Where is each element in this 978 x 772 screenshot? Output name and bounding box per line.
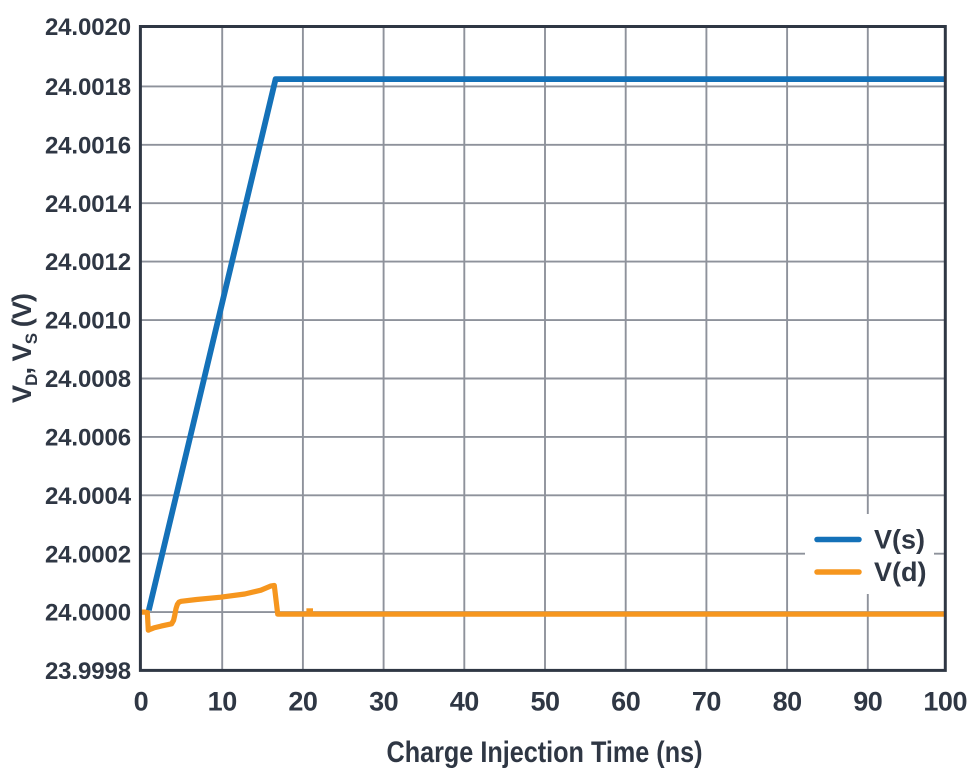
svg-text:20: 20 bbox=[288, 687, 317, 717]
svg-text:V(d): V(d) bbox=[874, 557, 926, 587]
svg-text:40: 40 bbox=[450, 687, 479, 717]
svg-text:60: 60 bbox=[611, 687, 640, 717]
svg-text:24.0000: 24.0000 bbox=[45, 600, 131, 627]
svg-text:10: 10 bbox=[208, 687, 237, 717]
svg-text:VD, VS (V): VD, VS (V) bbox=[7, 293, 41, 403]
svg-text:24.0020: 24.0020 bbox=[45, 14, 131, 41]
svg-text:24.0008: 24.0008 bbox=[45, 366, 131, 393]
svg-text:24.0010: 24.0010 bbox=[45, 308, 131, 335]
svg-text:50: 50 bbox=[530, 687, 559, 717]
svg-text:24.0018: 24.0018 bbox=[45, 74, 131, 101]
svg-text:V(s): V(s) bbox=[874, 525, 925, 555]
svg-text:23.9998: 23.9998 bbox=[45, 658, 131, 685]
svg-text:30: 30 bbox=[369, 687, 398, 717]
svg-text:0: 0 bbox=[134, 687, 149, 717]
svg-text:24.0012: 24.0012 bbox=[45, 249, 131, 276]
svg-text:100: 100 bbox=[923, 687, 967, 717]
svg-text:70: 70 bbox=[692, 687, 721, 717]
svg-text:Charge Injection Time (ns): Charge Injection Time (ns) bbox=[387, 736, 703, 769]
svg-text:24.0002: 24.0002 bbox=[45, 541, 131, 568]
svg-text:90: 90 bbox=[853, 687, 882, 717]
svg-text:24.0004: 24.0004 bbox=[45, 483, 132, 510]
svg-text:24.0006: 24.0006 bbox=[45, 425, 131, 452]
svg-text:80: 80 bbox=[773, 687, 802, 717]
svg-text:24.0014: 24.0014 bbox=[45, 191, 132, 218]
svg-text:24.0016: 24.0016 bbox=[45, 132, 131, 159]
